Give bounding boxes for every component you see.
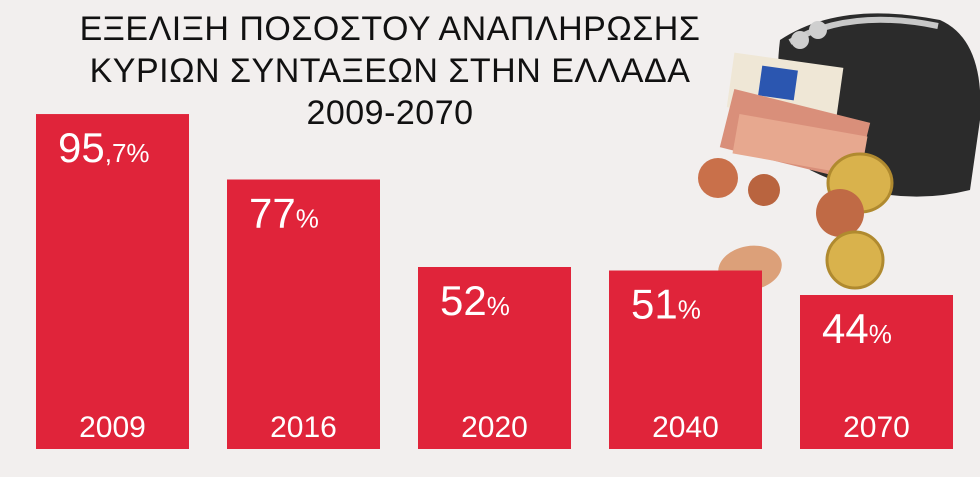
category-label-2040: 2040 <box>652 411 719 444</box>
category-label-2070: 2070 <box>843 411 910 444</box>
bar-2009 <box>36 114 189 450</box>
chart-title-line-3: 2009-2070 <box>306 94 474 132</box>
chart-title: ΕΞΕΛΙΞΗ ΠΟΣΟΣΤΟΥ ΑΝΑΠΛΗΡΩΣΗΣ ΚΥΡΙΩΝ ΣΥΝΤ… <box>30 8 750 134</box>
chart-title-line-2: ΚΥΡΙΩΝ ΣΥΝΤΑΞΕΩΝ ΣΤΗΝ ΕΛΛΑΔΑ <box>89 52 691 90</box>
value-label-2040: 51% <box>631 281 701 328</box>
category-label-2016: 2016 <box>270 411 337 444</box>
value-label-2020: 52% <box>440 277 510 324</box>
bar-2020 <box>418 267 571 449</box>
category-label-2009: 2009 <box>79 411 146 444</box>
value-label-2016: 77% <box>249 190 319 237</box>
value-label-2009: 95,7% <box>58 124 150 171</box>
chart-title-line-1: ΕΞΕΛΙΞΗ ΠΟΣΟΣΤΟΥ ΑΝΑΠΛΗΡΩΣΗΣ <box>79 10 701 48</box>
bar-2040 <box>609 270 762 449</box>
bar-2070 <box>800 295 953 449</box>
category-label-2020: 2020 <box>461 411 528 444</box>
wallet-illustration <box>698 13 980 291</box>
value-label-2070: 44% <box>822 305 892 352</box>
bar-2016 <box>227 179 380 449</box>
